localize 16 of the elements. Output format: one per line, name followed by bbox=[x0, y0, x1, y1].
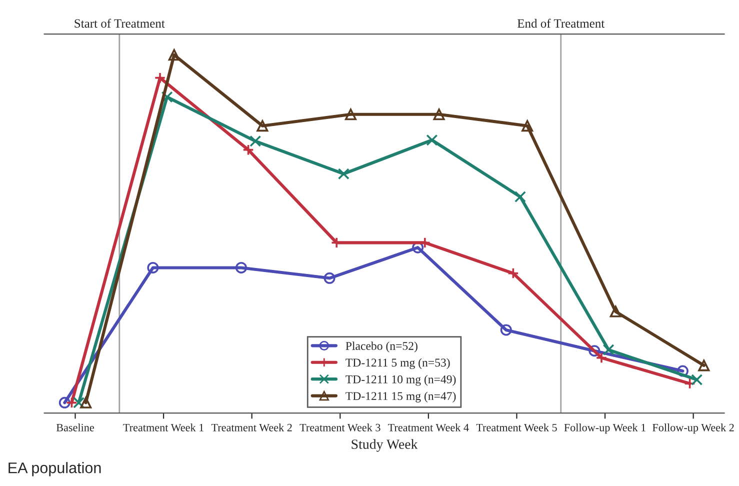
x-tick-label: Treatment Week 3 bbox=[300, 424, 380, 432]
x-tick-label: Treatment Week 2 bbox=[211, 424, 292, 432]
legend-label: TD-1211 5 mg (n=53) bbox=[346, 358, 450, 370]
x-tick-label: Baseline bbox=[56, 424, 94, 432]
x-tick-label: Follow-up Week 2 bbox=[652, 424, 734, 434]
text: End of Treatment bbox=[517, 18, 605, 28]
text: EA population bbox=[8, 462, 101, 476]
x-tick-label: Treatment Week 4 bbox=[388, 424, 469, 432]
legend-label: TD-1211 10 mg (n=49) bbox=[346, 375, 456, 386]
x-axis-title: Study Week bbox=[352, 439, 418, 452]
legend-label: TD-1211 15 mg (n=47) bbox=[346, 392, 456, 402]
x-tick-label: Treatment Week 5 bbox=[476, 424, 557, 432]
x-tick-label: Follow-up Week 1 bbox=[564, 424, 646, 434]
legend-label: Placebo (n=52) bbox=[346, 342, 418, 352]
text: Start of Treatment bbox=[74, 18, 165, 28]
x-tick-label: Treatment Week 1 bbox=[123, 424, 204, 432]
